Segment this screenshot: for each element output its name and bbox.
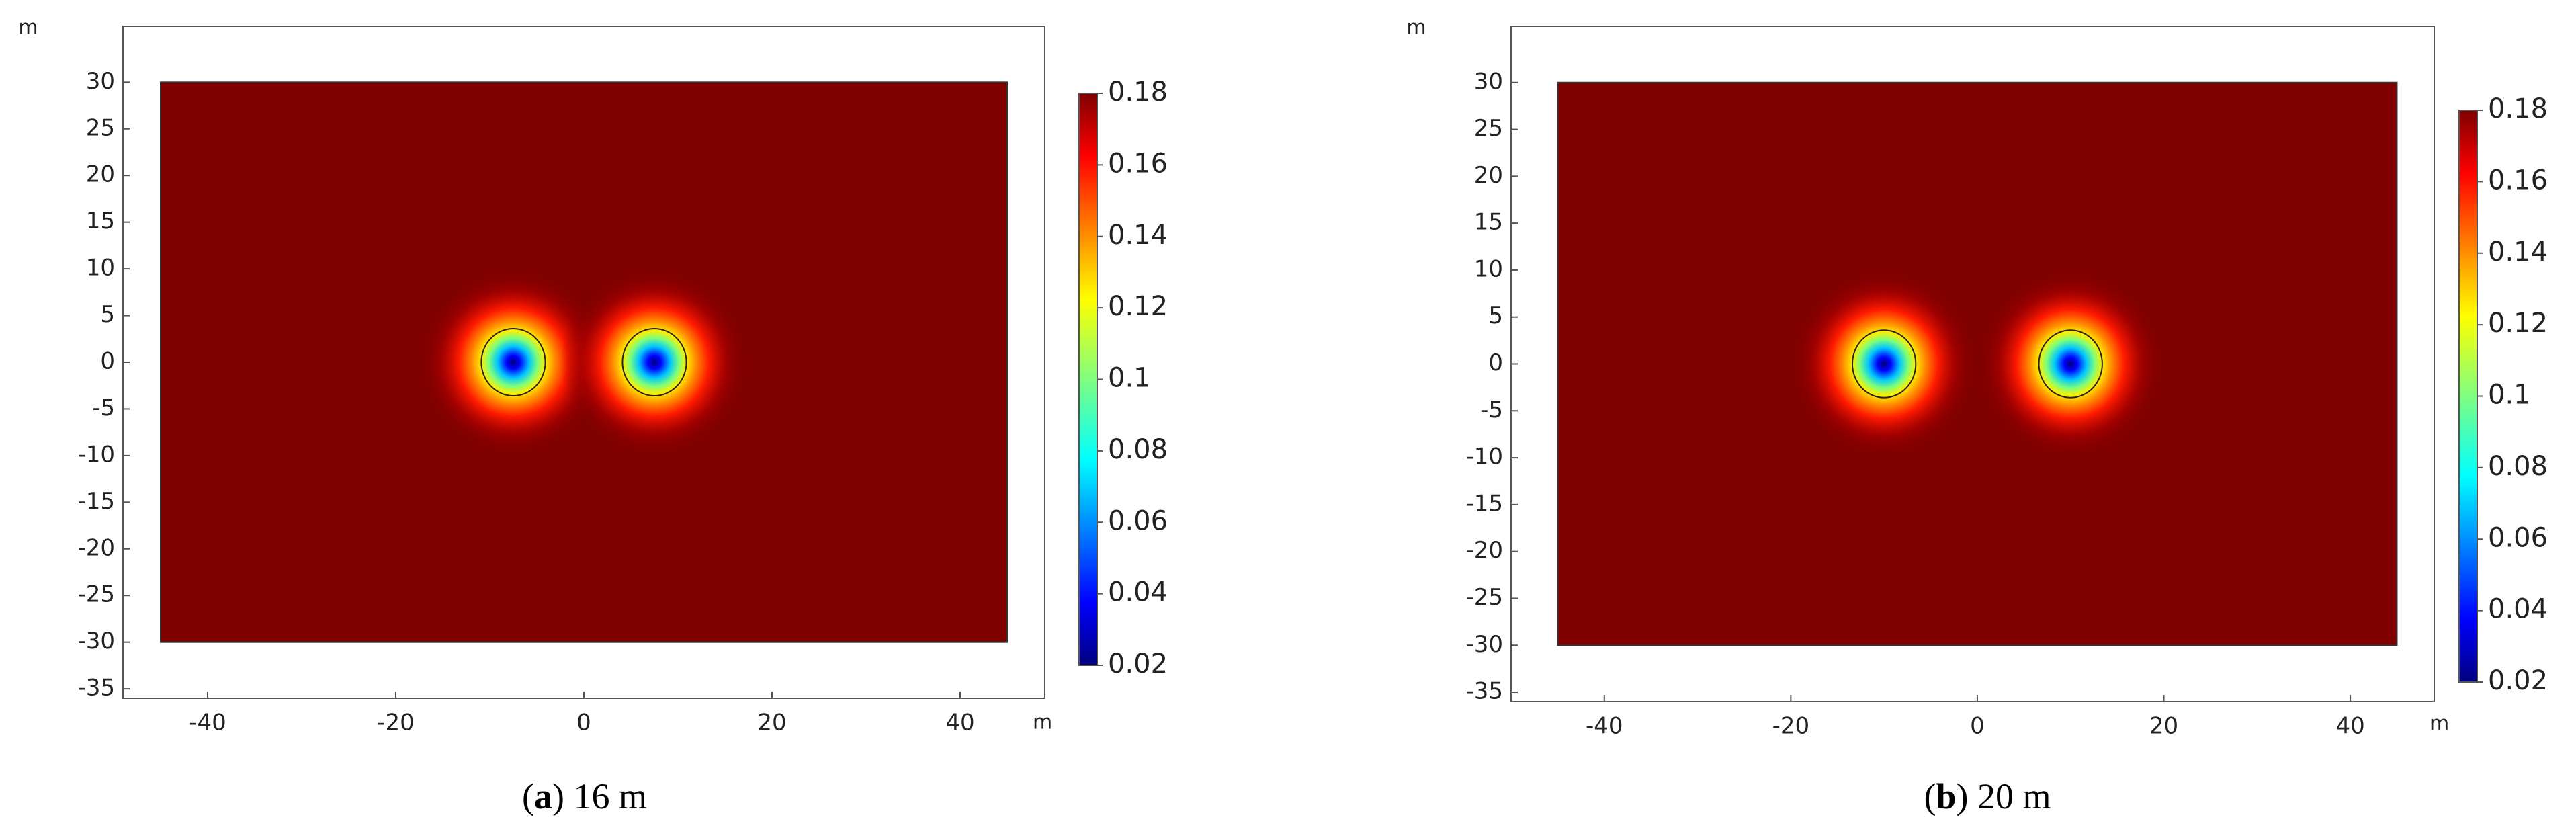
contour-line	[2038, 329, 2103, 399]
caption-part: (	[1924, 776, 1936, 816]
y-tick-label: -10	[1465, 444, 1503, 470]
colorbar-tick-label: 0.04	[1108, 577, 1168, 608]
caption-part: ) 16 m	[552, 776, 647, 816]
x-tick-label: 0	[1970, 713, 1985, 740]
x-tick-label: 40	[945, 710, 974, 737]
y-tick-label: 15	[86, 208, 115, 235]
colorbar-tick-label: 0.02	[1108, 648, 1168, 679]
x-axis-label: m	[2430, 712, 2449, 736]
caption-part: a	[534, 776, 552, 816]
colorbar-tick-label: 0.02	[2488, 665, 2548, 696]
colorbar	[1078, 93, 1098, 666]
colorbar	[2458, 110, 2478, 683]
colorbar-tick-label: 0.1	[1108, 363, 1151, 394]
y-tick-label: -25	[1465, 584, 1503, 611]
contour-line	[621, 328, 687, 396]
y-tick-label: 25	[1474, 115, 1503, 142]
x-tick-label: 40	[2335, 713, 2364, 740]
y-tick-label: 20	[1474, 162, 1503, 189]
y-tick-label: -15	[77, 488, 115, 515]
contour-line	[480, 328, 546, 396]
source-field	[419, 269, 607, 456]
y-tick-label: 10	[86, 255, 115, 282]
y-tick-label: 15	[1474, 209, 1503, 236]
y-tick-label: 0	[100, 348, 115, 375]
colorbar-tick-label: 0.08	[2488, 451, 2548, 482]
y-tick-label: -35	[77, 675, 115, 702]
y-axis-label: m	[18, 16, 38, 40]
x-tick-label: 20	[757, 710, 786, 737]
colorbar-tick-label: 0.08	[1108, 434, 1168, 465]
colorbar-tick-label: 0.18	[1108, 77, 1168, 108]
source-field	[1977, 269, 2164, 458]
y-tick-label: -30	[1465, 631, 1503, 658]
y-tick-label: 25	[86, 114, 115, 141]
y-tick-label: -5	[92, 394, 115, 421]
colorbar-tick-label: 0.06	[2488, 522, 2548, 553]
y-tick-label: -20	[77, 534, 115, 561]
y-tick-label: 5	[1488, 302, 1503, 329]
y-tick-label: -10	[77, 441, 115, 468]
y-tick-label: -5	[1480, 396, 1503, 423]
colorbar-tick-label: 0.12	[2488, 308, 2548, 339]
caption: (b) 20 m	[1924, 776, 2051, 816]
y-tick-label: 30	[86, 68, 115, 95]
y-tick-label: -20	[1465, 537, 1503, 564]
x-axis-label: m	[1033, 711, 1052, 735]
y-tick-label: -15	[1465, 490, 1503, 517]
panel: -35 -30 -25 -20 -15 -10 -5 0 5 10 15 20 25 30 -40 -20 0 2…	[1406, 16, 2548, 817]
panel: -35 -30 -25 -20 -15 -10 -5 0 5 10 15 20 25 30 -40 -20 0 2…	[18, 16, 1168, 817]
colorbar-tick-label: 0.14	[1108, 220, 1168, 251]
y-tick-label: -30	[77, 628, 115, 655]
x-tick-label: 20	[2149, 713, 2178, 740]
colorbar-tick-label: 0.18	[2488, 93, 2548, 124]
caption-part: ) 20 m	[1957, 776, 2051, 816]
colorbar-tick-label: 0.06	[1108, 505, 1168, 536]
colorbar-tick-label: 0.16	[1108, 148, 1168, 179]
caption: (a) 16 m	[522, 776, 647, 816]
x-tick-label: -20	[377, 710, 415, 737]
x-tick-label: -40	[1586, 713, 1623, 740]
y-tick-label: 5	[100, 301, 115, 328]
y-tick-label: 30	[1474, 68, 1503, 95]
colorbar-tick-label: 0.1	[2488, 380, 2531, 411]
y-tick-label: 10	[1474, 255, 1503, 282]
source-field	[560, 269, 748, 456]
x-tick-label: -20	[1772, 713, 1810, 740]
colorbar-tick-label: 0.16	[2488, 165, 2548, 196]
caption-part: (	[522, 776, 534, 816]
colorbar-tick-label: 0.04	[2488, 594, 2548, 625]
y-tick-label: -35	[1465, 678, 1503, 705]
y-axis-label: m	[1406, 16, 1426, 40]
contour-line	[1851, 329, 1917, 399]
y-tick-label: -25	[77, 581, 115, 608]
caption-part: b	[1936, 776, 1956, 816]
y-tick-label: 20	[86, 161, 115, 188]
colorbar-tick-label: 0.12	[1108, 291, 1168, 322]
x-tick-label: -40	[189, 710, 226, 737]
x-tick-label: 0	[576, 710, 591, 737]
y-tick-label: 0	[1488, 349, 1503, 376]
colorbar-tick-label: 0.14	[2488, 237, 2548, 267]
source-field	[1791, 269, 1977, 458]
